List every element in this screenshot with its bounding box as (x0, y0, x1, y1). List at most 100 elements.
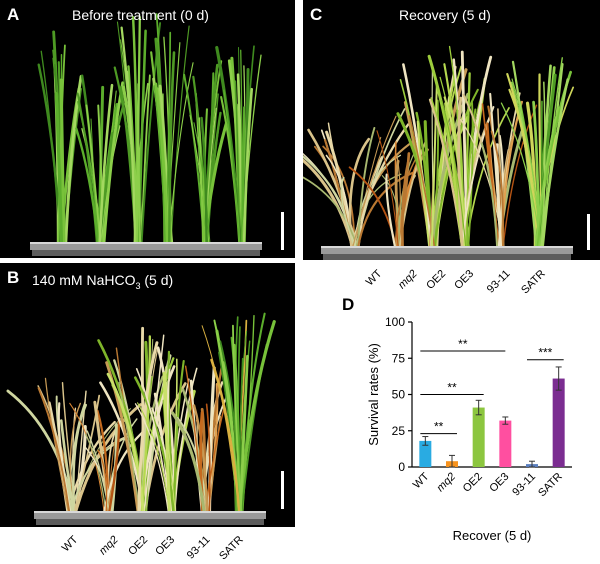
bar-satr (552, 378, 565, 467)
plant-clump (150, 13, 194, 246)
panel-b-title-subscript: 3 (135, 280, 141, 291)
leaf-blade (97, 449, 108, 514)
x-tick-label: OE3 (487, 471, 511, 495)
leaf-blade (502, 104, 538, 249)
significance-label: ** (434, 420, 444, 434)
leaf-blade (376, 130, 399, 249)
leaf-blade (441, 99, 467, 249)
plant-clump (183, 60, 228, 246)
plant-clump (396, 63, 479, 250)
leaf-blade (234, 80, 240, 245)
leaf-blade (200, 116, 208, 246)
panel-a-title: Before treatment (0 d) (72, 7, 209, 23)
leaf-blade (465, 100, 480, 249)
leaf-blade (489, 92, 503, 250)
plant-clump (75, 74, 126, 246)
panel-c-title: Recovery (5 d) (399, 7, 491, 23)
leaf-blade (205, 111, 222, 246)
leaf-blade (171, 411, 206, 515)
leaf-blade (242, 87, 254, 246)
x-tick-label: WT (411, 470, 432, 491)
leaf-blade (85, 104, 102, 245)
plant-clump (427, 45, 510, 250)
panel-a-letter: A (7, 5, 20, 24)
leaf-blade (457, 96, 464, 250)
significance-label: *** (538, 346, 552, 360)
tray-body (323, 254, 571, 260)
y-tick-label: 0 (398, 460, 405, 474)
leaf-blade (85, 433, 107, 514)
leaf-blade (430, 82, 438, 249)
panel-d-chart: D 0 25 50 75 100 Survival rates (%) WT mq2 OE2 OE… (302, 290, 600, 559)
leaf-blade (59, 419, 75, 515)
leaf-blade (354, 136, 382, 249)
x-tick-label: mq2 (434, 471, 458, 495)
leaf-blade (137, 341, 159, 515)
panel-b-title-prefix: 140 mM NaHCO (32, 272, 136, 288)
leaf-blade (240, 49, 243, 245)
leaf-blade (154, 82, 169, 246)
leaf-blade (402, 63, 433, 250)
leaf-blade (303, 176, 359, 249)
leaf-blade (303, 158, 355, 250)
panel-b-label-oe2: OE2 (126, 533, 151, 558)
leaf-blade (107, 419, 121, 515)
leaf-blade (490, 130, 505, 249)
leaf-blade (170, 25, 190, 245)
panel-c-label-mq2: mq2 (395, 267, 420, 292)
tray-highlight (30, 242, 262, 244)
leaf-blade (223, 89, 241, 245)
leaf-blade (193, 122, 211, 245)
leaf-blade (385, 173, 397, 250)
x-tick-label: OE2 (461, 471, 485, 495)
leaf-blade (106, 372, 145, 515)
plant-clump (171, 365, 228, 515)
survival-rate-bar-chart: 0 25 50 75 100 Survival rates (%) WT mq2 OE2 OE39… (366, 315, 572, 543)
plant-clump (460, 92, 538, 250)
leaf-blade (540, 78, 569, 250)
leaf-blade (192, 404, 209, 515)
leaf-blade (205, 403, 211, 514)
leaf-blade (143, 334, 165, 514)
tray-rim (34, 511, 266, 519)
leaf-blade (125, 70, 137, 246)
panel-b-label-oe3: OE3 (153, 533, 178, 558)
plant-clump (500, 57, 575, 250)
plant-clump (215, 45, 262, 246)
rice-plants-after-nahco3 (6, 312, 276, 525)
panel-a-photo: A Before treatment (0 d) (0, 0, 295, 258)
leaf-blade (75, 127, 100, 246)
bar-wt (419, 440, 432, 467)
leaf-blade (54, 91, 64, 246)
panel-b-label-93-11: 93-11 (184, 533, 213, 562)
tray-body (32, 250, 260, 256)
leaf-blade (64, 74, 83, 246)
x-tick-label: SATR (536, 471, 565, 500)
panel-b-label-satr: SATR (217, 533, 247, 563)
leaf-blade (118, 381, 141, 514)
panel-b-letter: B (7, 268, 20, 287)
leaf-blade (168, 51, 176, 246)
panel-c-label-wt: WT (363, 267, 385, 289)
panel-c-label-oe2: OE2 (424, 267, 449, 292)
plant-clump (348, 130, 429, 250)
panel-c-scale-bar (587, 214, 590, 250)
leaf-blade (401, 161, 410, 250)
tray-highlight (321, 246, 573, 248)
leaf-blade (59, 78, 66, 246)
plant-clump (69, 400, 149, 515)
plant-clump (97, 326, 187, 515)
panel-b-title: 140 mM NaHCO3 (5 d) (32, 272, 173, 291)
leaf-blade (140, 335, 151, 515)
leaf-blade (340, 176, 356, 249)
rice-plants-after-recovery (303, 45, 575, 260)
plant-clump (113, 15, 162, 246)
leaf-blade (137, 83, 142, 246)
leaf-blade (534, 106, 560, 249)
panel-c-photo: C Recovery (5 d) (303, 0, 600, 260)
y-tick-label: 75 (392, 351, 406, 365)
leaf-blade (351, 115, 397, 249)
panel-c-letter: C (310, 5, 323, 24)
panel-a-scale-bar (281, 212, 284, 250)
leaf-blade (72, 403, 87, 515)
